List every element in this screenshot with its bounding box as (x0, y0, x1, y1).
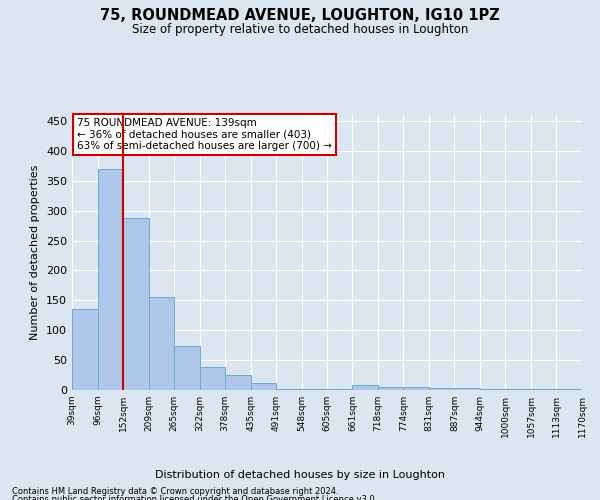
Y-axis label: Number of detached properties: Number of detached properties (31, 165, 40, 340)
Text: Contains public sector information licensed under the Open Government Licence v3: Contains public sector information licen… (12, 495, 377, 500)
Bar (200, 368, 225, 390)
Bar (276, 389, 302, 390)
Bar (72, 308, 98, 390)
Bar (98, 169, 123, 390)
Text: 75 ROUNDMEAD AVENUE: 139sqm
← 36% of detached houses are smaller (403)
63% of se: 75 ROUNDMEAD AVENUE: 139sqm ← 36% of det… (77, 118, 332, 151)
Text: Size of property relative to detached houses in Loughton: Size of property relative to detached ho… (132, 22, 468, 36)
Text: 75, ROUNDMEAD AVENUE, LOUGHTON, IG10 1PZ: 75, ROUNDMEAD AVENUE, LOUGHTON, IG10 1PZ (100, 8, 500, 22)
Bar (123, 218, 149, 390)
Text: Contains HM Land Registry data © Crown copyright and database right 2024.: Contains HM Land Registry data © Crown c… (12, 488, 338, 496)
Bar (302, 389, 327, 390)
Bar (251, 384, 276, 390)
Bar (174, 346, 200, 390)
Bar (454, 388, 480, 390)
Bar (480, 389, 505, 390)
Bar (225, 375, 251, 390)
Bar (149, 298, 174, 390)
Bar (378, 387, 403, 390)
Text: Distribution of detached houses by size in Loughton: Distribution of detached houses by size … (155, 470, 445, 480)
Bar (403, 387, 429, 390)
Bar (429, 388, 454, 390)
Bar (352, 385, 378, 390)
Bar (327, 389, 352, 390)
